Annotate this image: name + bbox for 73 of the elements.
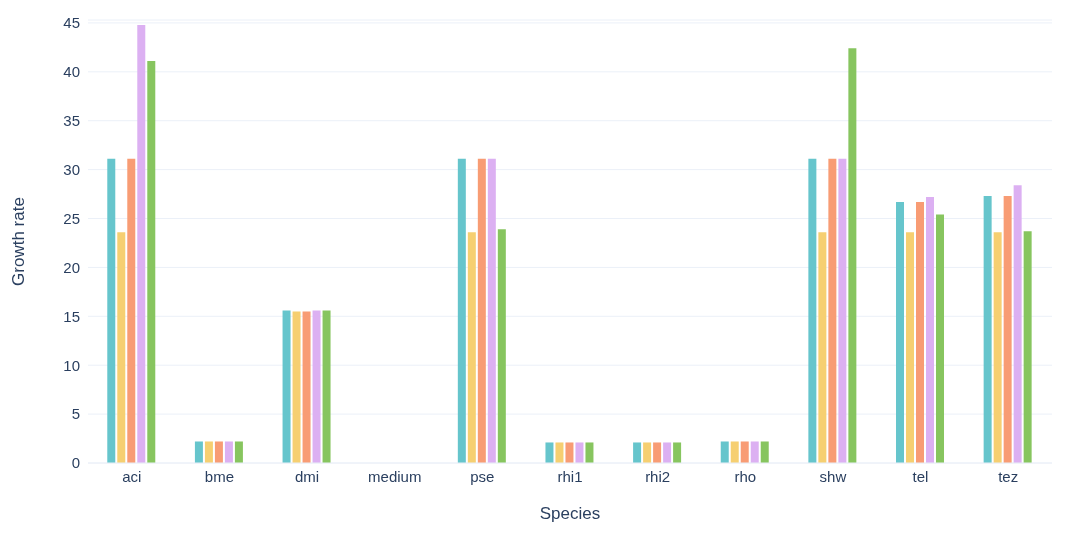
bar (467, 232, 476, 463)
bar (477, 158, 486, 463)
bar (916, 201, 925, 463)
bar (234, 441, 243, 463)
bar (282, 310, 291, 463)
bar (194, 441, 203, 463)
bar (302, 311, 311, 463)
x-tick-label: rho (734, 467, 757, 485)
y-tick-label: 5 (71, 405, 80, 423)
bar (720, 441, 729, 463)
y-tick-label: 45 (63, 14, 80, 32)
y-tick-label: 0 (71, 454, 80, 472)
bar (204, 441, 213, 463)
y-tick-label: 40 (63, 63, 80, 81)
bar (214, 441, 223, 463)
bar (565, 442, 574, 463)
bar (848, 48, 857, 463)
bar (808, 158, 817, 463)
bar (633, 442, 642, 463)
bar (906, 232, 915, 463)
x-tick-label: rhi1 (557, 467, 583, 485)
bar (117, 232, 126, 463)
x-tick-label: rhi2 (645, 467, 671, 485)
bar (926, 197, 935, 463)
bar (896, 201, 905, 463)
bar (127, 158, 136, 463)
bar (1023, 231, 1032, 463)
x-tick-label: bme (204, 467, 235, 485)
bar (1003, 196, 1012, 463)
bar (1013, 185, 1022, 463)
bar (993, 232, 1002, 463)
bar (457, 158, 466, 463)
bar (730, 441, 739, 463)
bar (224, 441, 233, 463)
bar (545, 442, 554, 463)
bar (673, 442, 682, 463)
y-tick-label: 15 (63, 307, 80, 325)
bar (818, 232, 827, 463)
bar (760, 441, 769, 463)
bar (936, 214, 945, 463)
bar (107, 158, 116, 463)
bar (585, 442, 594, 463)
bar (740, 441, 749, 463)
y-tick-label: 25 (63, 209, 80, 227)
bar (983, 196, 992, 463)
y-tick-label: 20 (63, 258, 80, 276)
bar (137, 24, 146, 463)
bar (322, 310, 331, 463)
y-tick-label: 10 (63, 356, 80, 374)
bar (555, 442, 564, 463)
bar (497, 229, 506, 463)
bar (575, 442, 584, 463)
bar (147, 61, 156, 463)
bar (828, 158, 837, 463)
bar (750, 441, 759, 463)
x-tick-label: medium (368, 467, 422, 485)
bar (487, 158, 496, 463)
bar (838, 158, 847, 463)
bar (312, 310, 321, 463)
y-tick-label: 30 (63, 160, 80, 178)
bar (643, 442, 652, 463)
y-tick-label: 35 (63, 112, 80, 130)
x-tick-label: tez (998, 467, 1019, 485)
y-axis-title: Growth rate (9, 197, 29, 286)
x-axis-title: Species (539, 504, 601, 523)
x-tick-label: pse (470, 467, 495, 485)
bar (292, 311, 301, 463)
x-tick-label: shw (819, 467, 847, 485)
x-tick-label: dmi (295, 467, 320, 485)
bar (663, 442, 672, 463)
bar (653, 442, 662, 463)
x-tick-label: aci (122, 467, 142, 485)
x-tick-label: tel (912, 467, 929, 485)
